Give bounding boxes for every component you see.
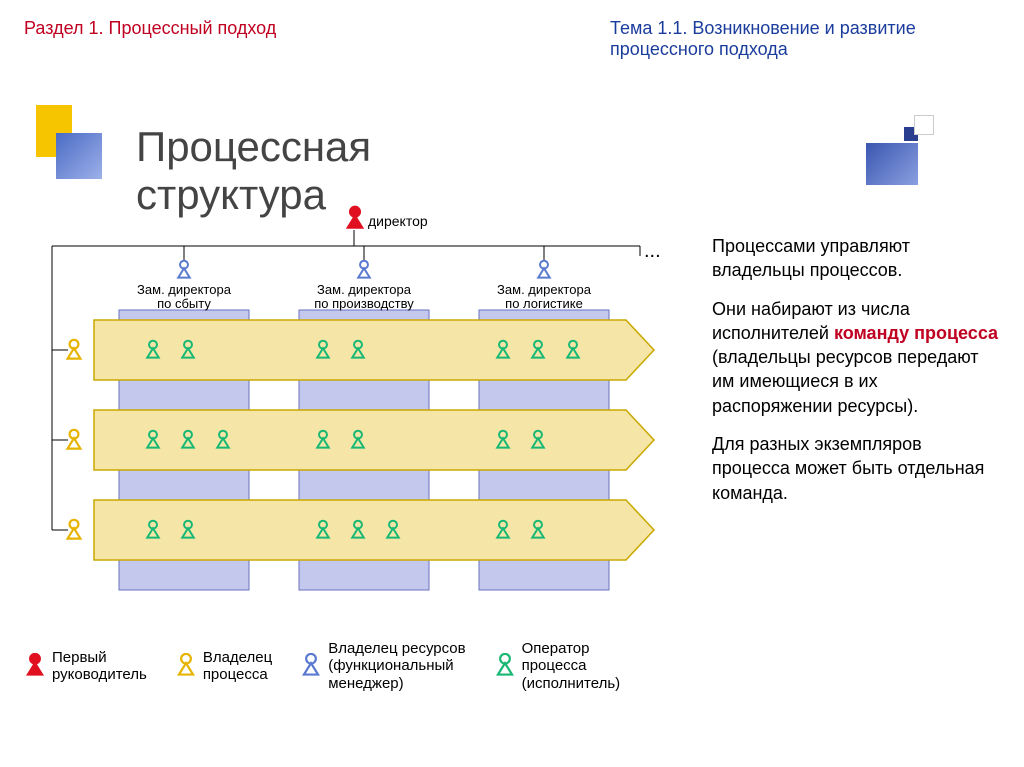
legend: Первыйруководитель Владелецпроцесса Влад… bbox=[24, 640, 704, 692]
person-icon bbox=[300, 653, 322, 679]
legend-label: Владелецпроцесса bbox=[203, 649, 272, 684]
para-2c: (владельцы ресурсов передают им имеющиес… bbox=[712, 347, 979, 416]
legend-item-operator: Операторпроцесса(исполнитель) bbox=[494, 640, 621, 692]
section-header-right: Тема 1.1. Возникновение и развитие проце… bbox=[610, 18, 990, 60]
svg-text:Зам. директора: Зам. директора bbox=[497, 282, 592, 297]
legend-item-owner: Владелецпроцесса bbox=[175, 649, 272, 684]
legend-item-resource_owner: Владелец ресурсов(функциональныйменеджер… bbox=[300, 640, 465, 692]
title-decor-white bbox=[914, 115, 934, 135]
legend-label: Владелец ресурсов(функциональныйменеджер… bbox=[328, 640, 465, 692]
diagram-svg: директор Зам. директорапо сбыту Зам. дир… bbox=[24, 200, 684, 620]
title-decor-blue-right bbox=[866, 143, 918, 185]
para-1: Процессами управляют владельцы процессов… bbox=[712, 234, 1002, 283]
legend-label: Операторпроцесса(исполнитель) bbox=[522, 640, 621, 692]
svg-text:по логистике: по логистике bbox=[505, 296, 583, 311]
person-icon bbox=[494, 653, 516, 679]
org-diagram: директор Зам. директорапо сбыту Зам. дир… bbox=[24, 200, 684, 620]
section-header-left: Раздел 1. Процессный подход bbox=[24, 18, 276, 39]
svg-text:директор: директор bbox=[368, 213, 428, 229]
person-icon bbox=[24, 653, 46, 679]
title-decor-blue-left bbox=[56, 133, 102, 179]
para-2b: команду процесса bbox=[834, 323, 998, 343]
body-text: Процессами управляют владельцы процессов… bbox=[712, 234, 1002, 519]
para-3: Для разных экземпляров процесса может бы… bbox=[712, 432, 1002, 505]
person-icon bbox=[175, 653, 197, 679]
svg-text:Зам. директора: Зам. директора bbox=[137, 282, 232, 297]
legend-item-director: Первыйруководитель bbox=[24, 649, 147, 684]
legend-label: Первыйруководитель bbox=[52, 649, 147, 684]
svg-text:по производству: по производству bbox=[314, 296, 414, 311]
ellipsis: ... bbox=[644, 240, 661, 263]
para-2: Они набирают из числа исполнителей коман… bbox=[712, 297, 1002, 418]
svg-text:по сбыту: по сбыту bbox=[157, 296, 211, 311]
svg-text:Зам. директора: Зам. директора bbox=[317, 282, 412, 297]
